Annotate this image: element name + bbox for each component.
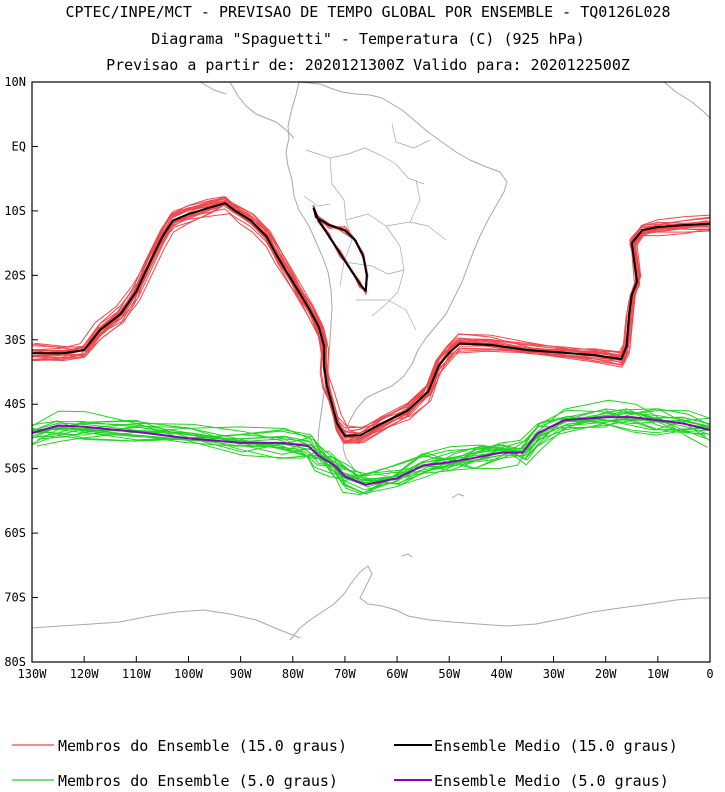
x-tick-label: 120W	[70, 667, 100, 681]
ensemble-member-line-15graus	[32, 203, 710, 444]
y-tick-label: 60S	[4, 526, 26, 540]
ensemble-member-line-15graus	[32, 200, 710, 437]
ensemble-mean-line-5graus	[32, 416, 710, 486]
ensemble-mean-line-15graus	[32, 202, 710, 437]
x-tick-label: 90W	[230, 667, 252, 681]
legend-label-mean15: Ensemble Medio (15.0 graus)	[434, 737, 678, 755]
x-tick-label: 130W	[18, 667, 48, 681]
ensemble-member-line-5graus	[32, 418, 705, 476]
y-tick-label: 50S	[4, 462, 26, 476]
ensemble-member-line-5graus	[32, 417, 710, 491]
south-orkney	[401, 553, 413, 558]
x-tick-label: 60W	[386, 667, 408, 681]
legend-label-member15: Membros do Ensemble (15.0 graus)	[58, 737, 347, 755]
x-tick-label: 110W	[122, 667, 152, 681]
ensemble-member-line-15graus	[32, 197, 710, 442]
ensemble-member-line-15graus	[32, 202, 710, 441]
ensemble-member-line-15graus	[32, 213, 706, 436]
ensemble-member-line-15graus	[32, 204, 709, 429]
coastline-map	[32, 82, 710, 641]
legend-label-mean5: Ensemble Medio (5.0 graus)	[434, 772, 669, 790]
ensemble-mean-line-15graus-andes	[312, 207, 368, 292]
ensemble-member-line-15graus	[32, 203, 710, 440]
plot-frame	[31, 81, 711, 663]
x-tick-label: 30W	[543, 667, 565, 681]
y-tick-label: 30S	[4, 333, 26, 347]
south-georgia	[451, 493, 465, 499]
africa-coastline	[663, 82, 710, 119]
x-tick-label: 70W	[334, 667, 356, 681]
ensemble-member-line-15graus	[32, 203, 710, 433]
ensemble-member-line-15graus	[32, 200, 710, 443]
chart-title-line3: Previsao a partir de: 2020121300Z Valido…	[106, 56, 630, 74]
ensemble-member-line-15graus	[32, 196, 710, 436]
ensemble-member-line-15graus	[32, 197, 710, 432]
legend-label-member5: Membros do Ensemble (5.0 graus)	[58, 772, 338, 790]
y-tick-label: 20S	[4, 268, 26, 282]
ensemble-member-line-15graus	[33, 208, 710, 439]
ensemble-member-line-5graus	[32, 408, 710, 495]
y-tick-label: 80S	[4, 655, 26, 669]
ensemble-member-line-15graus	[34, 196, 708, 444]
chart-title-line2: Diagrama "Spaguetti" - Temperatura (C) (…	[151, 30, 584, 48]
y-tick-label: 10N	[4, 75, 26, 89]
ensemble-member-line-5graus	[32, 399, 708, 479]
x-tick-label: 100W	[174, 667, 204, 681]
y-tick-label: 70S	[4, 591, 26, 605]
ensemble-member-line-15graus	[32, 201, 710, 444]
y-tick-label: 40S	[4, 397, 26, 411]
ensemble-member-line-15graus	[32, 196, 710, 442]
central-america-coastline	[199, 82, 295, 139]
y-tick-label: 10S	[4, 204, 26, 218]
x-tick-label: 10W	[647, 667, 669, 681]
x-tick-label: 80W	[282, 667, 304, 681]
chart-title-line1: CPTEC/INPE/MCT - PREVISAO DE TEMPO GLOBA…	[65, 3, 670, 21]
legend: Membros do Ensemble (15.0 graus) Ensembl…	[12, 737, 678, 790]
antarctica-coastline	[32, 597, 710, 639]
x-tick-label: 20W	[595, 667, 617, 681]
x-tick-label: 40W	[491, 667, 513, 681]
ensemble-member-line-15graus	[32, 204, 709, 439]
south-america-coastline	[285, 82, 508, 481]
x-tick-label: 50W	[438, 667, 460, 681]
ensemble-member-line-15graus	[32, 198, 710, 434]
y-tick-label: EQ	[12, 139, 26, 153]
south-america-borders	[303, 123, 447, 331]
ensemble-member-line-15graus	[34, 199, 708, 429]
antarctic-peninsula	[289, 565, 409, 641]
ensemble-member-line-15graus	[34, 205, 710, 444]
ensemble-member-line-15graus	[32, 205, 710, 438]
x-tick-label: 0	[706, 667, 713, 681]
